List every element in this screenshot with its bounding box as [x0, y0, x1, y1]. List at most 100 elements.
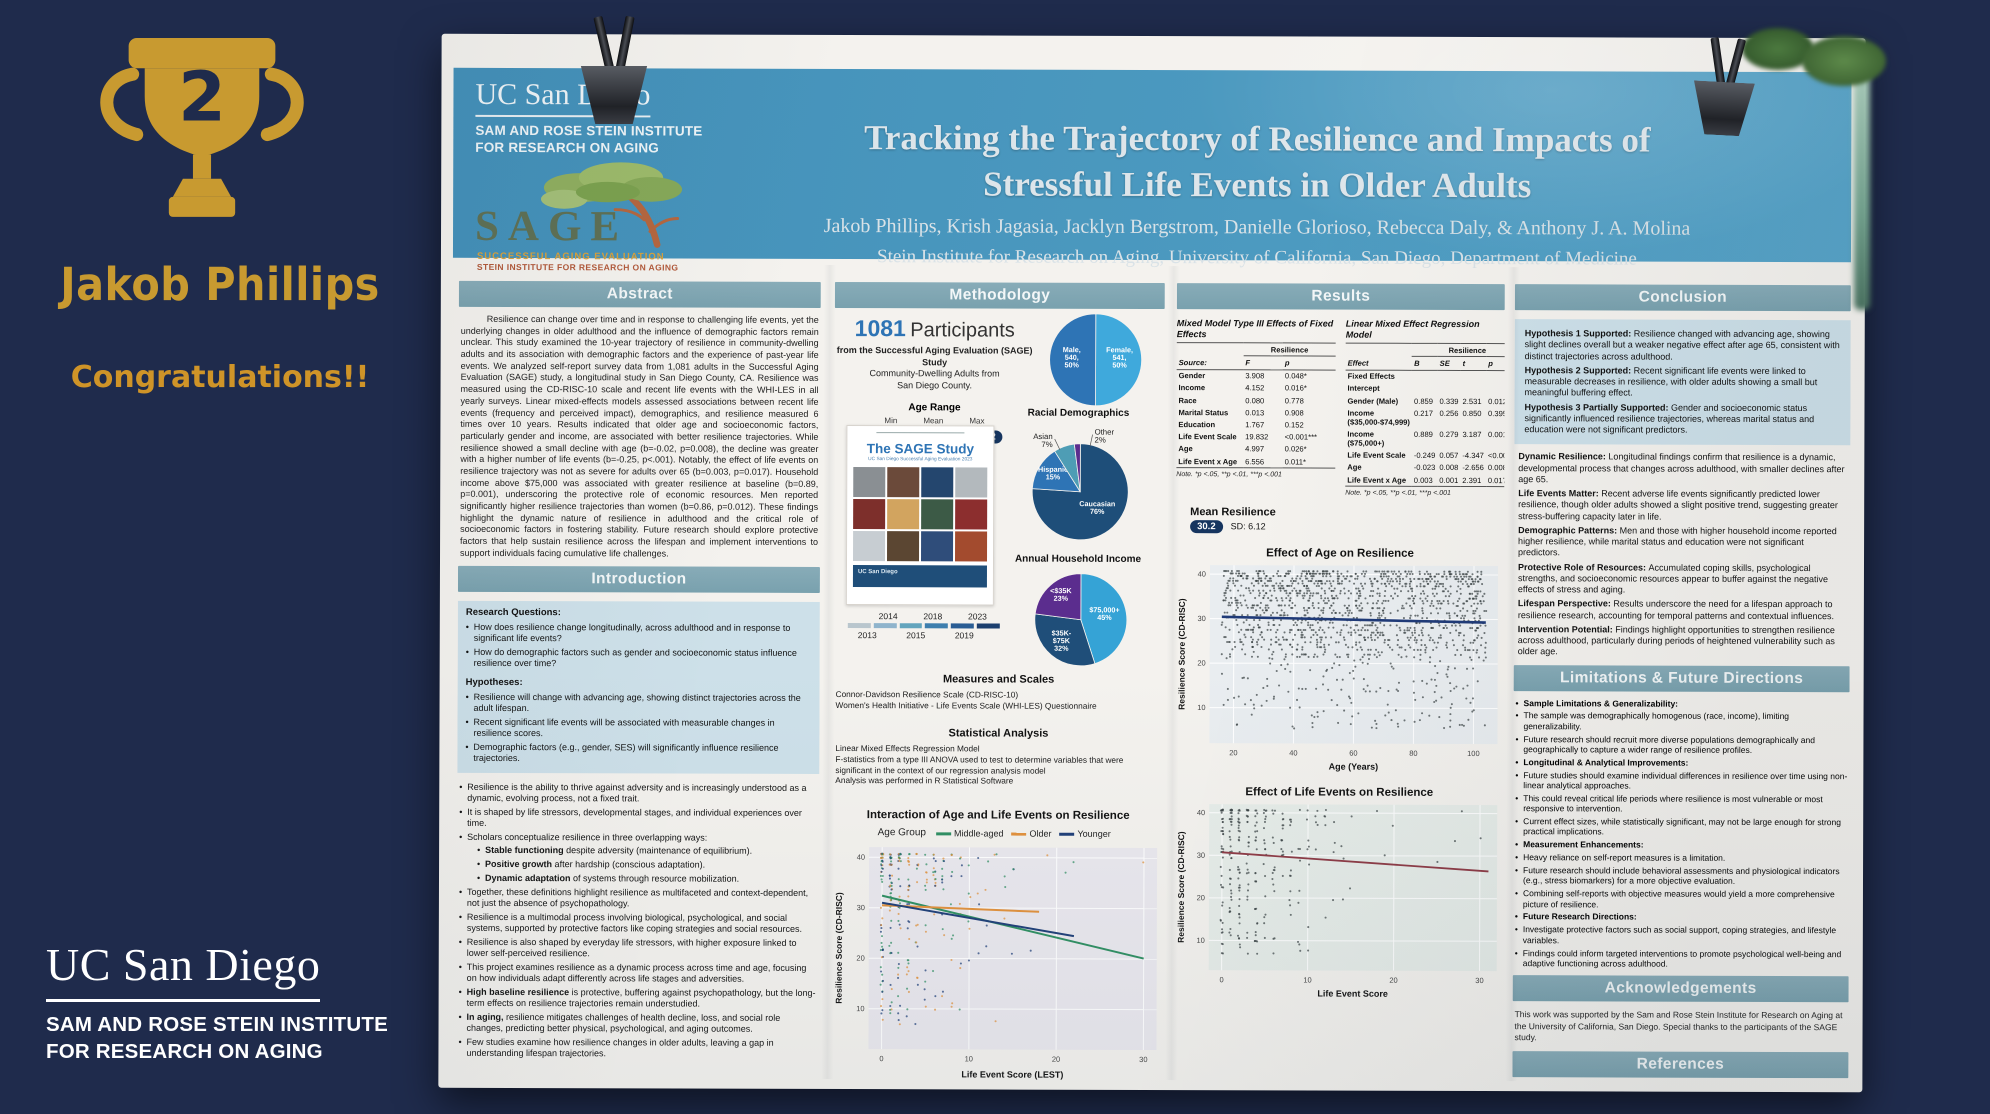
- table-cell: 0.152: [1284, 420, 1304, 430]
- table-cell: Life Event Scale: [1178, 432, 1237, 442]
- age-min-label: Min: [884, 415, 898, 425]
- participants-source-3: San Diego County.: [897, 380, 973, 391]
- age-chart-title: Effect of Age on Resilience: [1266, 547, 1414, 560]
- poster-header: UC San Diego SAM AND ROSE STEIN INSTITUT…: [452, 67, 1852, 273]
- list-item: •Life Events Matter: Recent adverse life…: [1518, 488, 1838, 522]
- legend-item: Middle-aged: [935, 828, 1004, 838]
- list-item: • How do demographic factors such as gend…: [465, 646, 797, 669]
- table-cell: 2.531: [1462, 396, 1482, 406]
- table-cell: Gender (Male): [1347, 396, 1399, 406]
- poster-affiliation: Stein Institute for Research on Aging, U…: [877, 246, 1637, 270]
- table-cell: 0.395: [1488, 408, 1505, 418]
- list-item: • This could reveal critical life periods…: [1515, 793, 1823, 814]
- table-cell: [1486, 370, 1505, 383]
- table-cell: Life Event x Age: [1347, 475, 1407, 485]
- list-item: • Measurement Enhancements:: [1515, 839, 1644, 850]
- table-cell: 0.339: [1439, 396, 1459, 406]
- svg-text:Resilience Score (CD-RISC): Resilience Score (CD-RISC): [1176, 831, 1186, 943]
- table-cell: -2.656: [1462, 463, 1484, 473]
- timeline-bar: [847, 623, 1000, 629]
- svg-text:30: 30: [1197, 614, 1205, 623]
- list-item: •Hypothesis 3 Partially Supported: Gende…: [1524, 401, 1815, 435]
- age-effect-chart: 20 40 60 80 100 10 20 30 40 Age (Years) Resilience…: [1177, 565, 1498, 772]
- list-item: • Resilience will change with advancing a…: [465, 691, 801, 713]
- sage-card-footer: UC San Diego: [852, 565, 987, 588]
- sage-logo: SAGE SUCCESSFUL AGING EVALUATION STEIN I…: [475, 154, 710, 289]
- list-item: • Future Research Directions:: [1514, 911, 1637, 922]
- list-item: •Hypothesis 1 Supported: Resilience chan…: [1524, 328, 1840, 362]
- table-cell: 4.997: [1245, 444, 1265, 454]
- collage-photo: [887, 467, 920, 498]
- list-item: • Heavy reliance on self-report measures …: [1515, 852, 1726, 863]
- table-cell: 0.008**: [1487, 463, 1505, 473]
- methodology-header: Methodology: [834, 282, 1165, 310]
- table-cell: 3.187: [1462, 429, 1482, 439]
- table-cell: 0.013: [1245, 408, 1265, 418]
- list-item: •Lifespan Perspective: Results underscor…: [1517, 598, 1835, 621]
- svg-text:Male,540,50%: Male, 540, 50%: [1063, 345, 1081, 369]
- life-events-effect-chart: 0 10 20 30 10 20 30 40 Life Event Score Resilienc…: [1176, 804, 1498, 999]
- legend-item: Younger: [1059, 828, 1111, 838]
- svg-text:Female,541,50%: Female, 541, 50%: [1106, 345, 1133, 369]
- table-cell: 0.889: [1413, 429, 1433, 439]
- svg-text:Life Event Score: Life Event Score: [1317, 989, 1388, 999]
- list-item: • Resilience is a multimodal process invo…: [458, 911, 803, 934]
- acknowledgements-header: Acknowledgements: [1512, 975, 1849, 1003]
- legend-items: Middle-aged Older Younger: [935, 828, 1119, 839]
- svg-text:20: 20: [1197, 659, 1205, 668]
- collage-photo: [955, 467, 988, 498]
- poster-authors: Jakob Phillips, Krish Jagasia, Jacklyn B…: [823, 214, 1691, 240]
- table-cell: 0.908: [1284, 408, 1304, 418]
- svg-text:10: 10: [1197, 703, 1205, 712]
- table-cell: <0.001***: [1284, 432, 1318, 442]
- table-cell: 0.080: [1245, 395, 1265, 405]
- table-cell: Gender: [1178, 371, 1206, 381]
- table-cell: 0.256: [1439, 408, 1459, 418]
- collage-photo: [853, 531, 886, 562]
- table-cell: [1438, 383, 1461, 395]
- table-cell: 0.003: [1413, 475, 1433, 485]
- list-item: •Hypothesis 2 Supported: Recent signific…: [1524, 364, 1818, 398]
- life-chart-title: Effect of Life Events on Resilience: [1245, 786, 1434, 799]
- year: 2023: [967, 611, 987, 622]
- list-item: • Few studies examine how resilience chan…: [458, 1036, 774, 1059]
- table-cell: Life Event x Age: [1178, 456, 1238, 466]
- hypotheses-heading: Hypotheses:: [465, 677, 523, 689]
- list-item: • Future research should recruit more div…: [1515, 733, 1815, 755]
- collage-photo: [955, 499, 988, 530]
- svg-text:20: 20: [1229, 748, 1237, 757]
- gender-pie-chart: Female, 541, 50% Male, 540, 50%: [1049, 313, 1143, 407]
- binder-clip-right: [1689, 36, 1767, 132]
- income-pie-heading: Annual Household Income: [1014, 553, 1142, 565]
- hypothesis-findings: •Hypothesis 1 Supported: Resilience chan…: [1514, 319, 1851, 446]
- measure-line: Women's Health Initiative - Life Events …: [835, 699, 1097, 711]
- svg-text:10: 10: [1196, 936, 1204, 945]
- participants-word: Participants: [910, 319, 1015, 342]
- hypotheses-list: • Resilience will change with advancing a…: [465, 692, 811, 766]
- participants-count: 1081: [854, 315, 906, 342]
- table-cell: -0.249: [1413, 450, 1436, 461]
- trophy-icon: 2: [96, 28, 308, 234]
- references-header: References: [1512, 1050, 1849, 1078]
- list-item: • Resilience is also shaped by everyday l…: [458, 936, 797, 959]
- table-cell: 0.001: [1439, 475, 1459, 485]
- conclusion-points: •Dynamic Resilience: Longitudinal findin…: [1514, 451, 1851, 658]
- acknowledgements-text: This work was supported by the Sam and R…: [1514, 1009, 1843, 1043]
- table-cell: [1412, 383, 1438, 395]
- table-cell: Age: [1178, 444, 1193, 454]
- svg-text:0: 0: [879, 1054, 883, 1063]
- list-item: • The sample was demographically homogeno…: [1515, 710, 1790, 732]
- year: 2019: [954, 630, 974, 641]
- abstract-header: Abstract: [458, 280, 821, 308]
- survey-timeline: 2014 2018 2023 2013 2015 2019: [847, 611, 1000, 641]
- list-item: • Investigate protective factors such as …: [1514, 924, 1837, 945]
- table-title: Mixed Model Type III Effects of Fixed Ef…: [1176, 318, 1334, 339]
- stats-line: F-statistics from a type III ANOVA used …: [835, 753, 1124, 776]
- table-cell: 2.391: [1462, 475, 1482, 485]
- institute-line1: SAM AND ROSE STEIN INSTITUTE: [46, 1013, 388, 1036]
- table-cell: Education: [1178, 420, 1216, 430]
